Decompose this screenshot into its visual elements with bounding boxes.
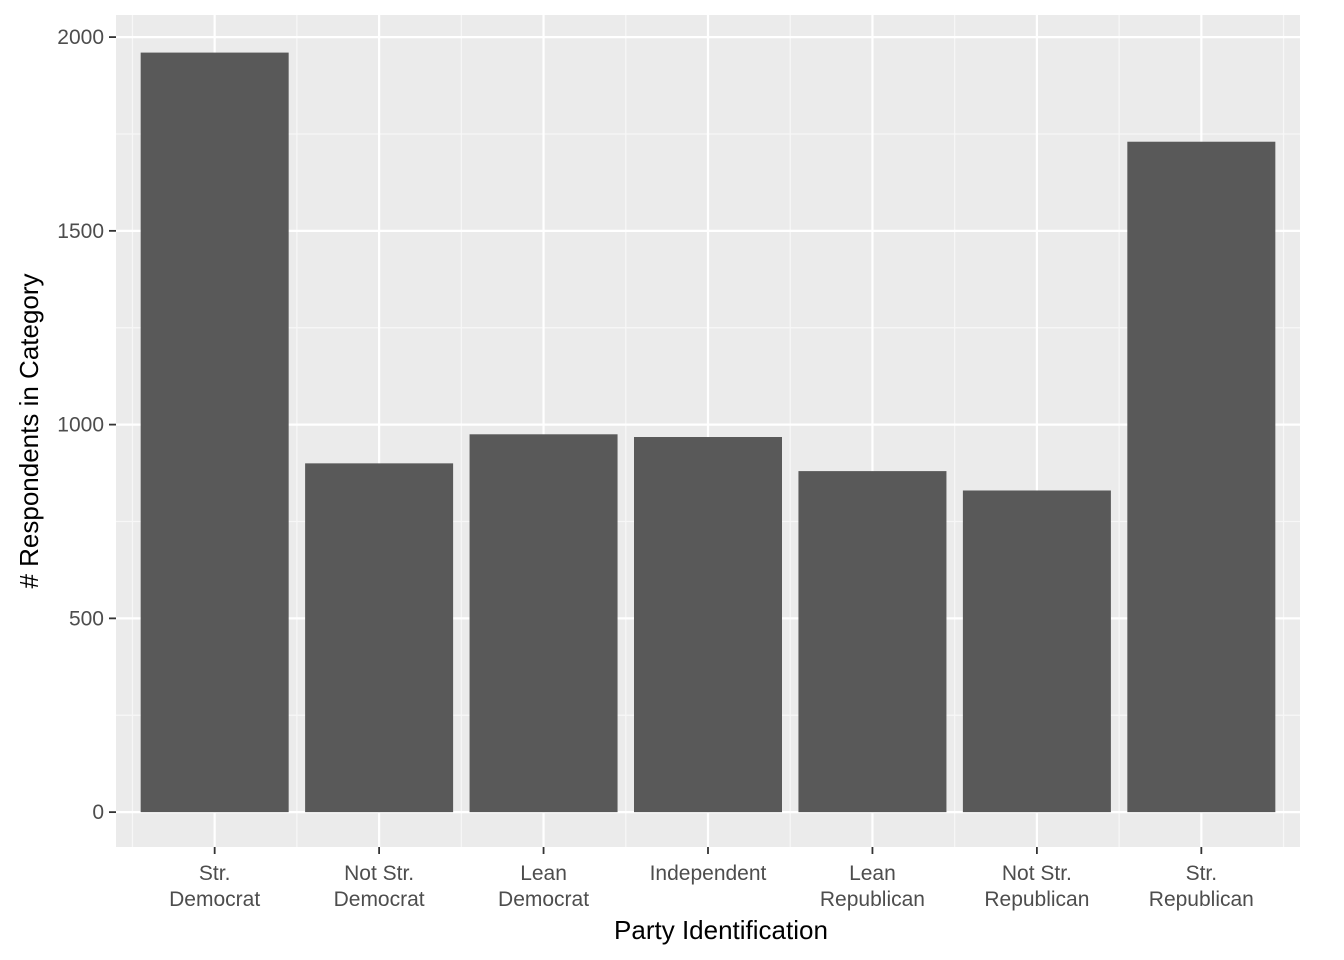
y-tick-label: 2000 [57, 26, 104, 49]
y-axis: 0 500 1000 1500 2000 [57, 26, 116, 824]
x-tick-label: Str. Republican [1149, 862, 1254, 911]
y-tick-label: 1500 [57, 220, 104, 243]
bar [469, 434, 618, 813]
y-axis-title: # Respondents in Category [14, 273, 44, 588]
y-tick-label: 0 [92, 801, 104, 824]
bar [1127, 141, 1276, 813]
bars [140, 52, 1276, 813]
bar [140, 52, 289, 813]
y-tick-label: 1000 [57, 414, 104, 437]
x-axis-title: Party Identification [614, 915, 828, 945]
x-tick-label: Lean Republican [820, 862, 925, 911]
x-axis: Str. Democrat Not Str. Democrat Lean Democrat… [169, 847, 1254, 911]
x-tick-label: Lean Democrat [498, 862, 589, 911]
x-tick-label: Independent [650, 862, 767, 885]
bar [305, 463, 454, 813]
y-tick-label: 500 [69, 607, 104, 630]
bar [634, 437, 782, 813]
bar [798, 471, 947, 813]
x-tick-label: Str. Democrat [169, 862, 260, 911]
bar [962, 490, 1111, 813]
x-tick-label: Not Str. Democrat [334, 862, 425, 911]
x-tick-label: Not Str. Republican [984, 862, 1089, 911]
